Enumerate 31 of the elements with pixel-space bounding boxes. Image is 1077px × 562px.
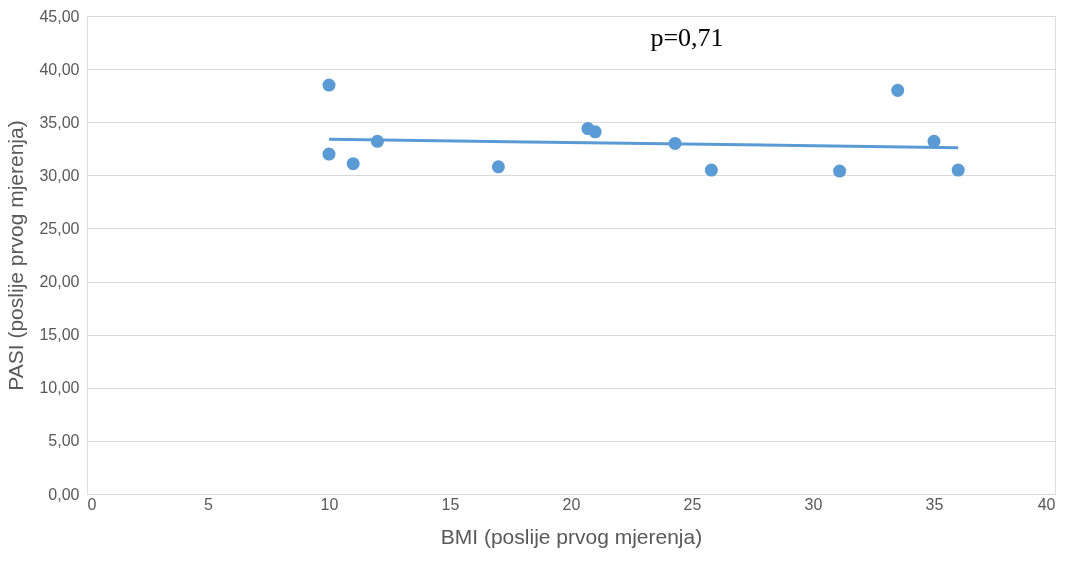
y-tick-label: 45,00 bbox=[39, 7, 80, 25]
point bbox=[322, 147, 336, 161]
x-tick-label: 20 bbox=[562, 495, 581, 513]
x-tick-label: 40 bbox=[1037, 495, 1056, 513]
x-tick-label: 25 bbox=[683, 495, 702, 513]
x-tick-label: 10 bbox=[320, 495, 339, 513]
y-tick-label: 15,00 bbox=[39, 326, 80, 344]
point bbox=[833, 164, 847, 178]
x-tick-label: 15 bbox=[441, 495, 460, 513]
x-tick-label: 5 bbox=[204, 495, 214, 513]
point bbox=[704, 163, 718, 177]
y-axis-title: PASI (poslije prvog mjerenja) bbox=[4, 120, 28, 391]
x-tick-label: 35 bbox=[925, 495, 944, 513]
x-tick-label: 0 bbox=[87, 495, 97, 513]
x-tick-label: 30 bbox=[804, 495, 823, 513]
y-tick-label: 35,00 bbox=[39, 113, 80, 131]
y-tick-label: 20,00 bbox=[39, 273, 80, 291]
y-tick-label: 5,00 bbox=[48, 432, 80, 450]
point bbox=[588, 125, 602, 139]
point bbox=[891, 83, 905, 97]
y-tick-label: 0,00 bbox=[48, 485, 80, 503]
y-tick-label: 25,00 bbox=[39, 219, 80, 237]
y-tick-label: 40,00 bbox=[39, 60, 80, 78]
y-tick-label: 30,00 bbox=[39, 166, 80, 184]
y-tick-label: 10,00 bbox=[39, 379, 80, 397]
annotation: p=0,71 bbox=[650, 23, 724, 52]
point bbox=[322, 78, 336, 92]
point bbox=[951, 163, 965, 177]
point bbox=[346, 157, 360, 171]
x-axis-title: BMI (poslije prvog mjerenja) bbox=[440, 524, 703, 548]
point bbox=[491, 160, 505, 174]
